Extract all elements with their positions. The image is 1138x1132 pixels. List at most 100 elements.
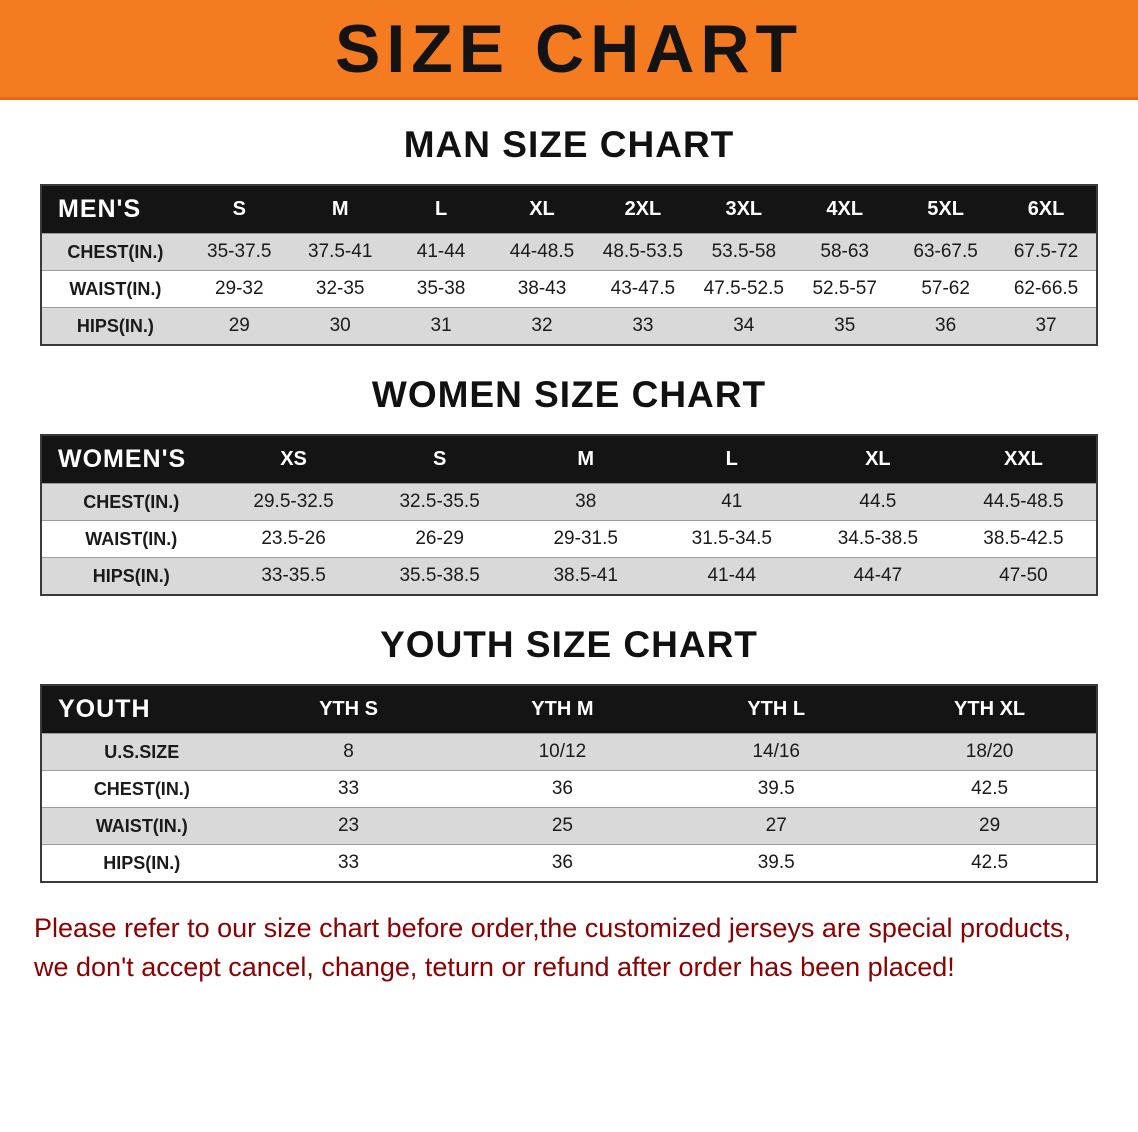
table-label-header: MEN'S bbox=[41, 185, 189, 234]
men-size-table: MEN'S S M L XL 2XL 3XL 4XL 5XL 6XL CHEST(IN.) 35-37… bbox=[40, 184, 1098, 346]
row-label: HIPS(IN.) bbox=[41, 307, 189, 345]
table-cell: 37 bbox=[996, 307, 1097, 345]
women-size-section: WOMEN SIZE CHART WOMEN'S XS S M L XL XXL CHEST(… bbox=[0, 346, 1138, 596]
table-row: U.S.SIZE 8 10/12 14/16 18/20 bbox=[41, 733, 1097, 771]
table-cell: 36 bbox=[455, 844, 670, 882]
size-column-header: M bbox=[512, 435, 659, 484]
women-size-table: WOMEN'S XS S M L XL XXL CHEST(IN.) 29.5-32.5 32.5… bbox=[40, 434, 1098, 596]
man-size-section: MAN SIZE CHART MEN'S S M L XL 2XL 3XL 4XL 5XL 6XL… bbox=[0, 100, 1138, 346]
table-cell: 38 bbox=[512, 483, 659, 521]
table-cell: 29-31.5 bbox=[512, 520, 659, 558]
size-column-header: 4XL bbox=[794, 185, 896, 234]
table-cell: 41 bbox=[658, 483, 805, 521]
size-column-header: M bbox=[289, 185, 391, 234]
table-cell: 29.5-32.5 bbox=[220, 483, 367, 521]
youth-size-table: YOUTH YTH S YTH M YTH L YTH XL U.S.SIZE 8 10/12… bbox=[40, 684, 1098, 883]
banner-title: SIZE CHART bbox=[335, 10, 803, 87]
table-cell: 52.5-57 bbox=[794, 270, 896, 308]
table-cell: 35-37.5 bbox=[188, 233, 290, 271]
table-cell: 31.5-34.5 bbox=[658, 520, 805, 558]
disclaimer-note: Please refer to our size chart before or… bbox=[34, 909, 1104, 1007]
table-cell: 29 bbox=[188, 307, 290, 345]
table-header-row: MEN'S S M L XL 2XL 3XL 4XL 5XL 6XL bbox=[41, 185, 1097, 234]
table-cell: 29 bbox=[883, 807, 1097, 845]
table-cell: 23.5-26 bbox=[220, 520, 367, 558]
table-row: WAIST(IN.) 23 25 27 29 bbox=[41, 807, 1097, 845]
table-cell: 34 bbox=[693, 307, 795, 345]
size-column-header: XL bbox=[804, 435, 951, 484]
table-cell: 32.5-35.5 bbox=[366, 483, 513, 521]
table-cell: 63-67.5 bbox=[895, 233, 997, 271]
table-cell: 36 bbox=[895, 307, 997, 345]
size-column-header: YTH XL bbox=[883, 685, 1097, 734]
table-cell: 30 bbox=[289, 307, 391, 345]
table-row: CHEST(IN.) 29.5-32.5 32.5-35.5 38 41 44.5 44.5… bbox=[41, 483, 1097, 521]
size-column-header: XS bbox=[220, 435, 367, 484]
row-label: CHEST(IN.) bbox=[41, 770, 242, 808]
women-size-heading: WOMEN SIZE CHART bbox=[371, 374, 767, 415]
table-cell: 18/20 bbox=[883, 733, 1097, 771]
table-cell: 32 bbox=[491, 307, 593, 345]
man-size-heading: MAN SIZE CHART bbox=[403, 124, 735, 165]
table-cell: 37.5-41 bbox=[289, 233, 391, 271]
table-row: CHEST(IN.) 33 36 39.5 42.5 bbox=[41, 770, 1097, 808]
table-cell: 8 bbox=[241, 733, 456, 771]
table-cell: 25 bbox=[455, 807, 670, 845]
row-label: WAIST(IN.) bbox=[41, 807, 242, 845]
row-label: CHEST(IN.) bbox=[41, 233, 189, 271]
table-cell: 32-35 bbox=[289, 270, 391, 308]
size-column-header: 6XL bbox=[996, 185, 1097, 234]
table-cell: 35 bbox=[794, 307, 896, 345]
table-cell: 29-32 bbox=[188, 270, 290, 308]
size-column-header: XXL bbox=[950, 435, 1097, 484]
table-cell: 23 bbox=[241, 807, 456, 845]
size-column-header: 2XL bbox=[592, 185, 694, 234]
table-cell: 35-38 bbox=[390, 270, 492, 308]
table-row: WAIST(IN.) 29-32 32-35 35-38 38-43 43-47.5 47.… bbox=[41, 270, 1097, 308]
table-cell: 26-29 bbox=[366, 520, 513, 558]
table-cell: 43-47.5 bbox=[592, 270, 694, 308]
disclaimer-line-2: we don't accept cancel, change, teturn o… bbox=[34, 952, 955, 983]
table-cell: 38.5-41 bbox=[512, 557, 659, 595]
size-column-header: L bbox=[658, 435, 805, 484]
table-cell: 41-44 bbox=[658, 557, 805, 595]
youth-size-section: YOUTH SIZE CHART YOUTH YTH S YTH M YTH L YTH… bbox=[0, 596, 1138, 883]
size-column-header: YTH S bbox=[241, 685, 456, 734]
table-cell: 48.5-53.5 bbox=[592, 233, 694, 271]
table-cell: 14/16 bbox=[669, 733, 884, 771]
table-cell: 53.5-58 bbox=[693, 233, 795, 271]
table-cell: 47.5-52.5 bbox=[693, 270, 795, 308]
size-column-header: S bbox=[366, 435, 513, 484]
table-header-row: YOUTH YTH S YTH M YTH L YTH XL bbox=[41, 685, 1097, 734]
table-label-header: WOMEN'S bbox=[41, 435, 221, 484]
table-cell: 44.5 bbox=[804, 483, 951, 521]
row-label: WAIST(IN.) bbox=[41, 270, 189, 308]
table-cell: 33 bbox=[241, 770, 456, 808]
table-cell: 10/12 bbox=[455, 733, 670, 771]
size-column-header: YTH M bbox=[455, 685, 670, 734]
table-cell: 31 bbox=[390, 307, 492, 345]
table-cell: 39.5 bbox=[669, 770, 884, 808]
table-cell: 67.5-72 bbox=[996, 233, 1097, 271]
table-cell: 36 bbox=[455, 770, 670, 808]
table-cell: 42.5 bbox=[883, 770, 1097, 808]
table-row: HIPS(IN.) 33-35.5 35.5-38.5 38.5-41 41-44 44-… bbox=[41, 557, 1097, 595]
table-cell: 35.5-38.5 bbox=[366, 557, 513, 595]
table-cell: 27 bbox=[669, 807, 884, 845]
table-row: HIPS(IN.) 33 36 39.5 42.5 bbox=[41, 844, 1097, 882]
table-cell: 58-63 bbox=[794, 233, 896, 271]
size-column-header: S bbox=[188, 185, 290, 234]
table-cell: 57-62 bbox=[895, 270, 997, 308]
table-cell: 47-50 bbox=[950, 557, 1097, 595]
size-column-header: 5XL bbox=[895, 185, 997, 234]
banner: SIZE CHART bbox=[0, 0, 1138, 100]
youth-size-heading: YOUTH SIZE CHART bbox=[380, 624, 758, 665]
size-column-header: XL bbox=[491, 185, 593, 234]
table-cell: 44-48.5 bbox=[491, 233, 593, 271]
table-cell: 38-43 bbox=[491, 270, 593, 308]
table-header-row: WOMEN'S XS S M L XL XXL bbox=[41, 435, 1097, 484]
table-cell: 33 bbox=[592, 307, 694, 345]
table-row: HIPS(IN.) 29 30 31 32 33 34 35 36 37 bbox=[41, 307, 1097, 345]
table-row: CHEST(IN.) 35-37.5 37.5-41 41-44 44-48.5 48.5… bbox=[41, 233, 1097, 271]
